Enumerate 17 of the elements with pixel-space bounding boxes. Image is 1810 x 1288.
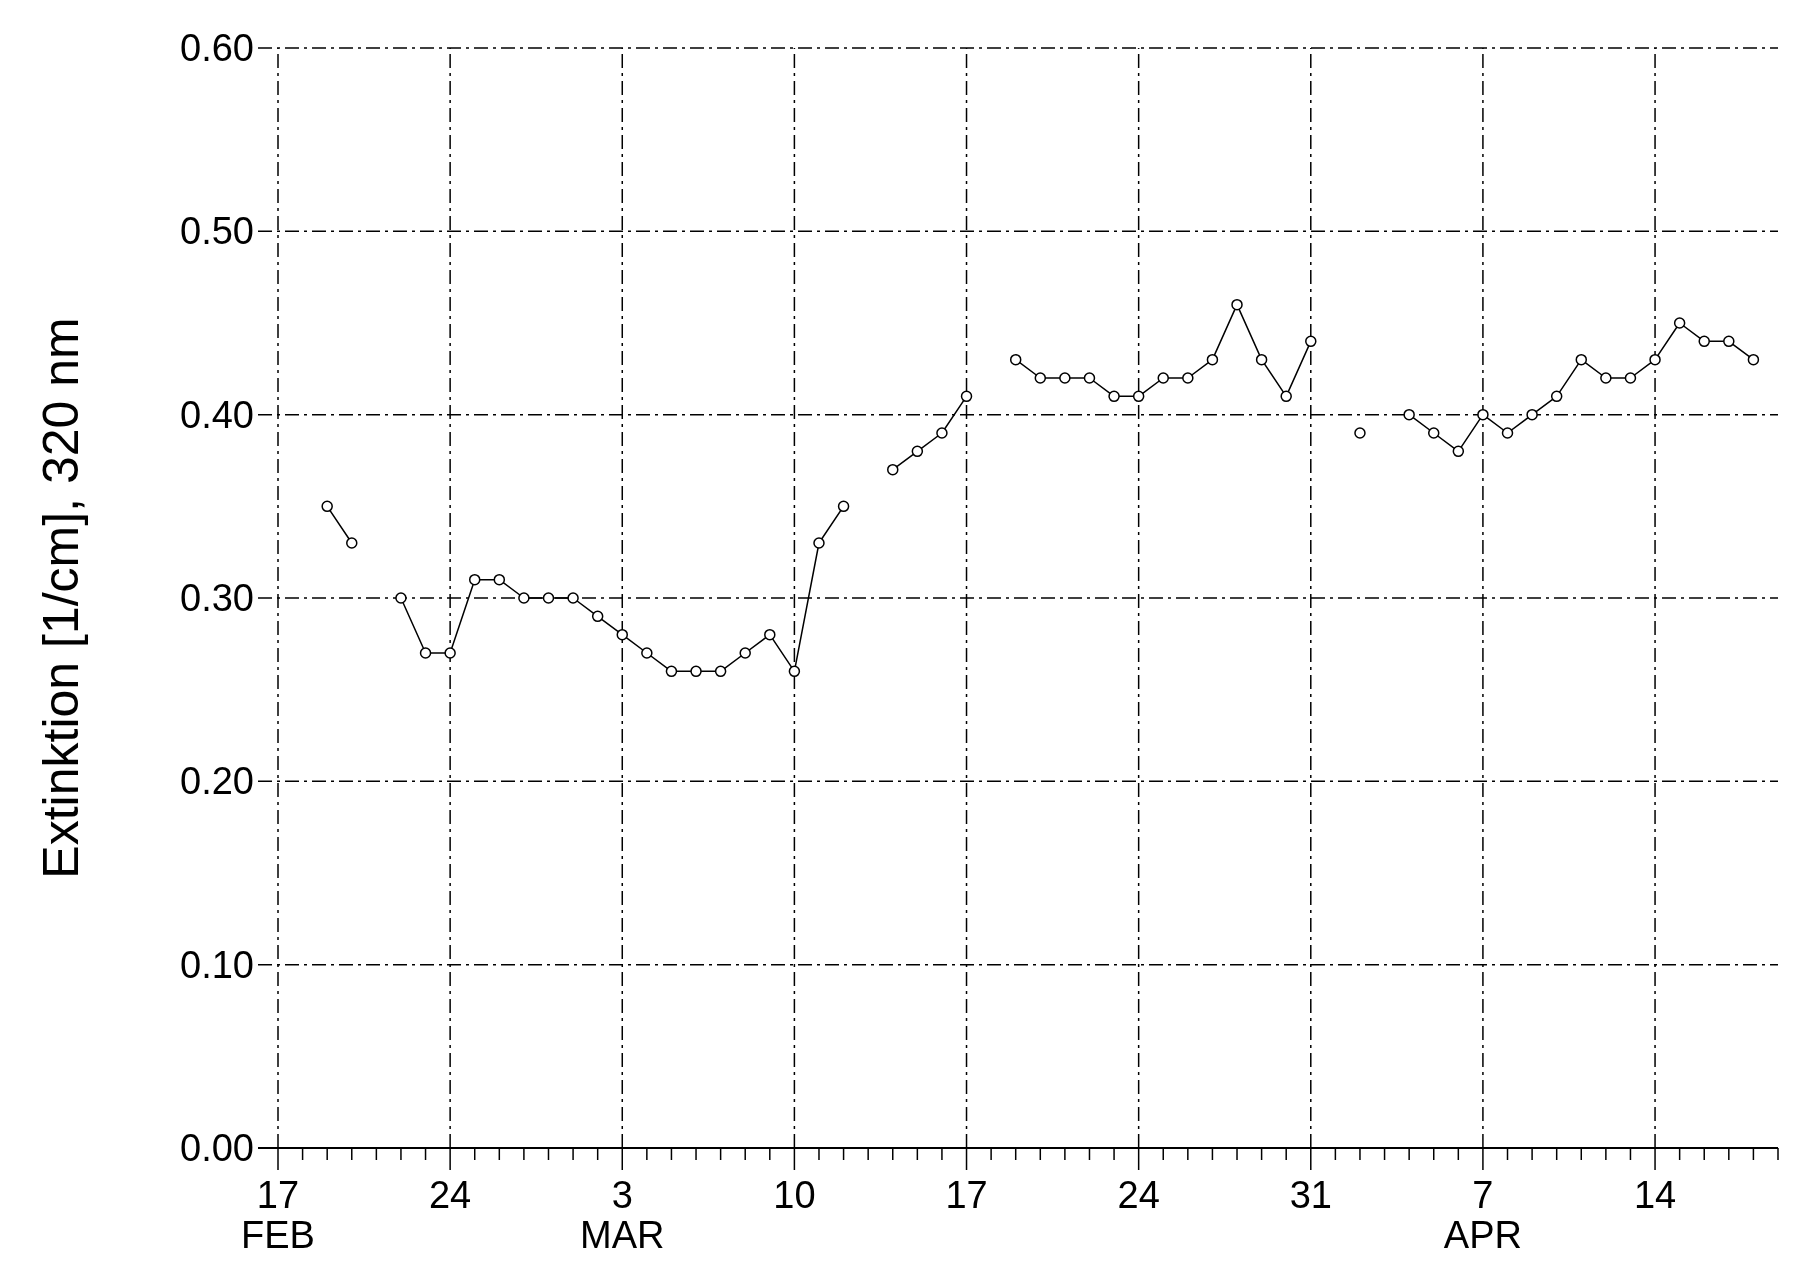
y-axis-title: Extinktion [1/cm], 320 nm [33,317,89,879]
y-tick-label: 0.00 [180,1127,254,1169]
y-tick-label: 0.60 [180,27,254,69]
y-tick-label: 0.30 [180,577,254,619]
x-tick-label: 24 [1117,1174,1160,1216]
x-tick-label: 17 [945,1174,988,1216]
x-tick-label: 7 APR [1443,1174,1522,1256]
y-tick-label: 0.50 [180,210,254,253]
x-tick-label: 3 MAR [580,1174,665,1256]
x-tick-label: 31 [1289,1174,1332,1216]
x-tick-label: 24 [428,1174,472,1216]
y-tick-label: 0.10 [180,943,254,986]
x-tick-label: 10 [773,1174,816,1216]
y-tick-label: 0.20 [180,760,254,803]
x-tick-label: 17 FEB [241,1174,315,1256]
y-tick-label: 0.40 [180,393,254,436]
x-tick-label: 14 [1633,1174,1677,1216]
